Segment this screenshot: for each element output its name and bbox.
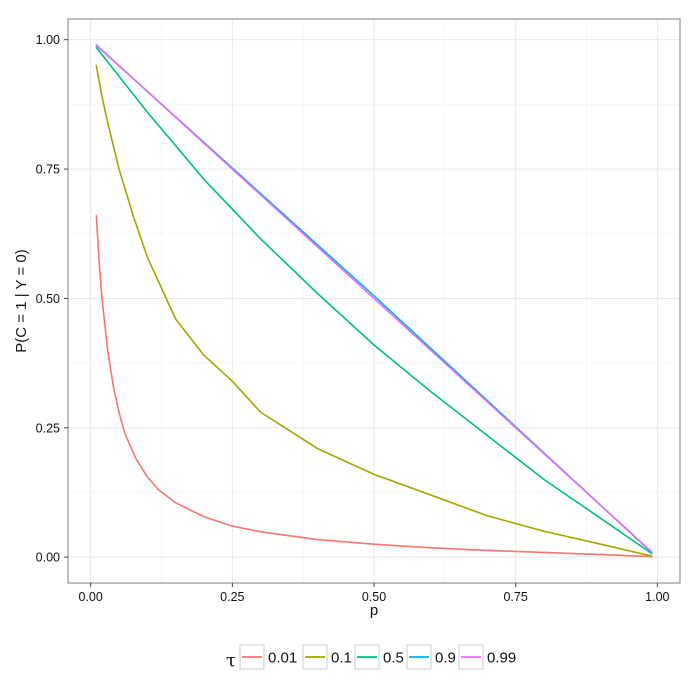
x-tick-label: 0.75 bbox=[503, 590, 527, 604]
legend-title: τ bbox=[226, 650, 236, 671]
y-axis-title: P(C = 1 | Y = 0) bbox=[13, 249, 30, 352]
legend-entry-label: 0.5 bbox=[383, 650, 404, 667]
y-tick-label: 1.00 bbox=[36, 33, 60, 47]
legend-entry-label: 0.9 bbox=[435, 650, 456, 667]
x-tick-label: 0.50 bbox=[362, 590, 386, 604]
axis-layer: 0.00 0.25 0.50 0.75 1.00 0.00 0.25 0.50 0.75 1.00 bbox=[36, 33, 670, 604]
series-line-0.1 bbox=[95, 64, 653, 557]
legend-entry-label: 0.01 bbox=[268, 650, 297, 667]
series-line-0.01 bbox=[95, 214, 653, 558]
y-tick-label: 0.25 bbox=[36, 421, 60, 435]
series-layer bbox=[95, 44, 653, 558]
grid-layer bbox=[68, 19, 680, 583]
y-tick-label: 0.75 bbox=[36, 163, 60, 177]
legend: τ 0.01 0.1 0.5 0.9 0.99 bbox=[226, 644, 516, 671]
legend-entry-label: 0.1 bbox=[331, 650, 352, 667]
series-line-0.99 bbox=[95, 44, 653, 553]
x-tick-label: 1.00 bbox=[645, 590, 669, 604]
x-tick-label: 0.00 bbox=[78, 590, 102, 604]
y-tick-label: 0.50 bbox=[36, 292, 60, 306]
x-axis-title: p bbox=[370, 602, 378, 619]
y-tick-label: 0.00 bbox=[36, 551, 60, 565]
x-tick-label: 0.25 bbox=[220, 590, 244, 604]
legend-entry-label: 0.99 bbox=[487, 650, 516, 667]
series-line-0.5 bbox=[95, 46, 653, 555]
